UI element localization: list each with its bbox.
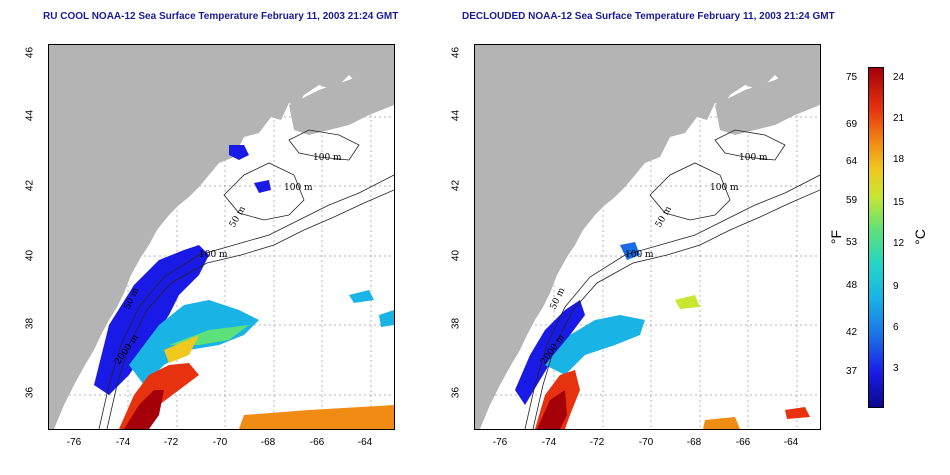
colorbar-c-label: 3 [893, 363, 899, 374]
colorbar-f-label: 37 [846, 366, 858, 377]
colorbar-f-label: 42 [846, 327, 858, 338]
colorbar-c-label: 12 [893, 238, 905, 249]
lon-tick-label: -64 [783, 437, 799, 448]
contour-label: 100 m [284, 183, 313, 193]
colorbar-c-label: 24 [893, 72, 905, 83]
colorbar-c-label: 9 [893, 281, 899, 292]
lat-tick-label: 44 [450, 109, 462, 122]
lon-tick-label: -66 [735, 437, 751, 448]
lat-tick-label: 38 [24, 317, 36, 330]
sst-blue [94, 245, 209, 395]
colorbar-f-label: 48 [846, 280, 858, 291]
colorbar-c-label: 18 [893, 154, 905, 165]
colorbar-c-label: 21 [893, 113, 905, 124]
lat-tick-label: 46 [450, 46, 462, 59]
colorbar-c-label: 6 [893, 322, 899, 333]
contour-label: 100 m [313, 153, 342, 163]
lat-tick-label: 36 [450, 386, 462, 399]
lon-tick-label: -64 [357, 437, 373, 448]
lon-tick-label: -70 [638, 437, 654, 448]
colorbar-f-label: 59 [846, 195, 858, 206]
lon-tick-label: -76 [66, 437, 82, 448]
land-mass [49, 45, 394, 429]
lon-tick-label: -76 [492, 437, 508, 448]
sst-map-raw-svg: 100 m 100 m 50 m 100 m 50 m 2000 m [49, 45, 394, 429]
lat-tick-label: 40 [450, 249, 462, 262]
unit-fahrenheit: °F [828, 229, 845, 245]
nova-scotia [715, 60, 820, 135]
lon-tick-label: -74 [115, 437, 131, 448]
sst-map-declouded: 100 m 100 m 50 m 100 m 50 m 2000 m [474, 44, 821, 430]
land-mass [475, 45, 820, 429]
contour-label: 50 m [654, 204, 674, 229]
lon-tick-label: -68 [686, 437, 702, 448]
temperature-colorbar [868, 67, 884, 408]
lat-tick-label: 46 [24, 46, 36, 59]
lat-tick-label: 38 [450, 317, 462, 330]
title-right: DECLOUDED NOAA-12 Sea Surface Temperatur… [462, 11, 835, 22]
sst-blue [515, 300, 585, 405]
lat-tick-label: 42 [24, 179, 36, 192]
sst-map-raw: 100 m 100 m 50 m 100 m 50 m 2000 m [48, 44, 395, 430]
lon-tick-label: -72 [589, 437, 605, 448]
colorbar-c-label: 15 [893, 197, 905, 208]
lat-tick-label: 36 [24, 386, 36, 399]
unit-celsius: °C [911, 229, 928, 245]
lat-tick-label: 40 [24, 249, 36, 262]
colorbar-f-label: 64 [846, 156, 858, 167]
lon-tick-label: -72 [163, 437, 179, 448]
lon-tick-label: -68 [260, 437, 276, 448]
title-left: RU COOL NOAA-12 Sea Surface Temperature … [43, 11, 399, 22]
contour-label: 100 m [625, 250, 654, 260]
colorbar-f-label: 53 [846, 237, 858, 248]
contour-label: 50 m [228, 204, 248, 229]
lat-tick-label: 42 [450, 179, 462, 192]
lat-tick-label: 44 [24, 109, 36, 122]
bathymetry-contours [524, 129, 820, 429]
bathymetry-contours [98, 129, 394, 429]
contour-label: 100 m [739, 153, 768, 163]
sst-map-declouded-svg: 100 m 100 m 50 m 100 m 50 m 2000 m [475, 45, 820, 429]
contour-label: 100 m [199, 250, 228, 260]
nova-scotia [289, 60, 394, 135]
contour-label: 100 m [710, 183, 739, 193]
lon-tick-label: -66 [309, 437, 325, 448]
colorbar-f-label: 75 [846, 72, 858, 83]
colorbar-f-label: 69 [846, 119, 858, 130]
lon-tick-label: -70 [212, 437, 228, 448]
lon-tick-label: -74 [541, 437, 557, 448]
